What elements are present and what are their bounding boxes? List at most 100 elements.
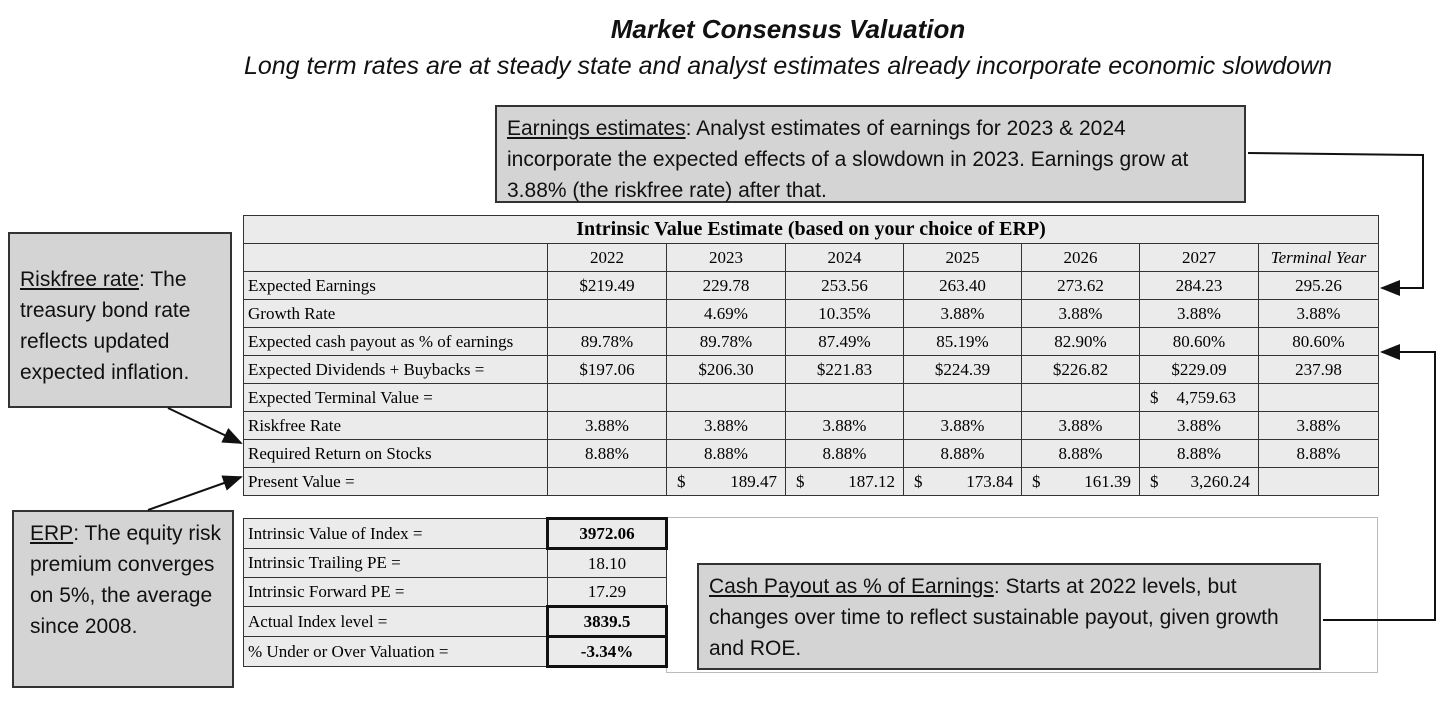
currency: $ [1032, 471, 1041, 491]
amount: 189.47 [730, 471, 777, 491]
cell: 237.98 [1257, 355, 1380, 384]
cell: 229.78 [666, 271, 786, 300]
cell: 253.56 [785, 271, 904, 300]
empty-cell [547, 467, 667, 496]
callout-heading: Earnings estimates [507, 117, 686, 140]
column-header: 2026 [1021, 243, 1140, 272]
cell: 3972.06 [546, 517, 668, 550]
cell: 17.29 [547, 577, 667, 607]
cell: 3.88% [1257, 299, 1380, 328]
cell: $173.84 [903, 467, 1022, 496]
currency: $ [914, 471, 923, 491]
amount: 4,759.63 [1176, 387, 1237, 407]
amount: 173.84 [966, 471, 1013, 491]
cell: 3.88% [903, 411, 1022, 440]
cell: 8.88% [1257, 439, 1380, 468]
currency: $ [1150, 387, 1159, 407]
column-header: 2025 [903, 243, 1022, 272]
subtitle: Long term rates are at steady state and … [243, 52, 1333, 80]
table-row: Present Value = $189.47 $187.12 $173.84 $161… [243, 467, 1380, 496]
table-row: Expected Dividends + Buybacks = $197.06 $2… [243, 355, 1380, 384]
table-row: Riskfree Rate 3.88% 3.88% 3.88% 3.88% 3.88% 3.… [243, 411, 1380, 440]
cell: -3.34% [546, 635, 668, 668]
cell: $224.39 [903, 355, 1022, 384]
cell: 3.88% [547, 411, 667, 440]
cell: 3.88% [903, 299, 1022, 328]
cell: 8.88% [1139, 439, 1259, 468]
valuation-table: Intrinsic Value Estimate (based on your … [242, 215, 1380, 496]
cell: 80.60% [1257, 327, 1380, 356]
cell: $161.39 [1021, 467, 1140, 496]
cell: $187.12 [785, 467, 904, 496]
table-row: Expected Earnings $219.49 229.78 253.56 263.… [243, 271, 1380, 300]
callout-heading: ERP [30, 522, 74, 545]
row-label: Expected Earnings [243, 271, 548, 300]
column-header: 2023 [666, 243, 786, 272]
row-label: Actual Index level = [243, 606, 548, 637]
cell: $3,260.24 [1139, 467, 1259, 496]
title-row: Intrinsic Value Estimate (based on your … [242, 215, 1380, 244]
currency: $ [1150, 471, 1159, 491]
empty-cell [666, 383, 786, 412]
summary-row: Intrinsic Forward PE = 17.29 [243, 577, 667, 607]
callout: Riskfree rate: The treasury bond rate re… [8, 232, 232, 408]
cell: $197.06 [547, 355, 667, 384]
cell: 284.23 [1139, 271, 1259, 300]
column-header: 2024 [785, 243, 904, 272]
cell: 85.19% [903, 327, 1022, 356]
row-label: Intrinsic Value of Index = [243, 518, 548, 549]
row-label: Intrinsic Forward PE = [243, 577, 548, 607]
header-row: 2022 2023 2024 2025 2026 2027 Terminal Year [243, 243, 1380, 272]
cell: $221.83 [785, 355, 904, 384]
table-title: Intrinsic Value Estimate (based on your … [242, 215, 1380, 244]
table-row: Expected Terminal Value = $4,759.63 [243, 383, 1380, 412]
amount: 187.12 [848, 471, 895, 491]
arrow [147, 475, 243, 511]
cell: $219.49 [547, 271, 667, 300]
empty-cell [785, 383, 904, 412]
cell: 3.88% [1021, 299, 1140, 328]
callout-heading: Cash Payout as % of Earnings [709, 575, 994, 598]
row-label: Expected Dividends + Buybacks = [243, 355, 548, 384]
arrow [1323, 344, 1436, 621]
cell: 3.88% [1139, 299, 1259, 328]
empty-cell [547, 383, 667, 412]
column-header: Terminal Year [1257, 243, 1380, 272]
arrow [167, 407, 243, 444]
table-row: Required Return on Stocks 8.88% 8.88% 8.88%… [243, 439, 1380, 468]
cell: 87.49% [785, 327, 904, 356]
cell: 8.88% [1021, 439, 1140, 468]
callout-text: : The equity risk premium converges on 5… [30, 522, 222, 638]
row-label: % Under or Over Valuation = [243, 636, 548, 667]
callout-text: : Starts at 2022 levels, but changes ove… [709, 575, 1279, 660]
title: Market Consensus Valuation [610, 14, 966, 44]
table-row: Growth Rate 4.69% 10.35% 3.88% 3.88% 3.88% 3.8… [243, 299, 1380, 328]
empty-cell [1257, 383, 1380, 412]
currency: $ [796, 471, 805, 491]
cell: 3.88% [1257, 411, 1380, 440]
cell: 263.40 [903, 271, 1022, 300]
cell: 8.88% [903, 439, 1022, 468]
cell: 89.78% [547, 327, 667, 356]
cell: 295.26 [1257, 271, 1380, 300]
summary-table: Intrinsic Value of Index = 3972.06 Intrins… [243, 517, 668, 668]
callout: ERP: The equity risk premium converges o… [12, 510, 234, 688]
cell: 3.88% [666, 411, 786, 440]
summary-row: Intrinsic Trailing PE = 18.10 [243, 548, 667, 578]
summary-row: Intrinsic Value of Index = 3972.06 [243, 517, 668, 550]
row-label: Present Value = [243, 467, 548, 496]
cell: $206.30 [666, 355, 786, 384]
cell: 18.10 [547, 548, 667, 578]
empty-cell [1021, 383, 1140, 412]
summary-row: % Under or Over Valuation = -3.34% [243, 635, 668, 668]
row-label: Expected cash payout as % of earnings [243, 327, 548, 356]
row-label: Riskfree Rate [243, 411, 548, 440]
callout-text: : Analyst estimates of earnings for 2023… [507, 117, 1189, 202]
row-label: Expected Terminal Value = [243, 383, 548, 412]
empty-cell [1257, 467, 1380, 496]
cell: 8.88% [785, 439, 904, 468]
cell: $4,759.63 [1139, 383, 1259, 412]
callout: Cash Payout as % of Earnings: Starts at … [697, 563, 1321, 670]
